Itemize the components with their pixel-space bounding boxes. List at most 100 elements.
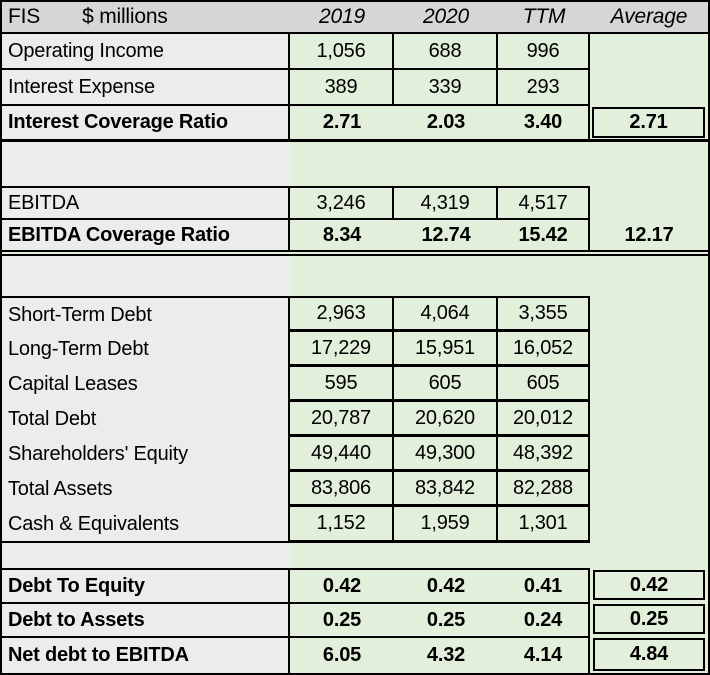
value-2020[interactable]: 2.03 <box>394 106 498 139</box>
row-label[interactable]: EBITDA <box>2 186 290 220</box>
row-label[interactable]: Total Debt <box>2 402 290 437</box>
value-average[interactable] <box>590 472 708 507</box>
value-2020[interactable]: 339 <box>394 70 498 106</box>
value-2020[interactable]: 15,951 <box>394 332 498 367</box>
value-ttm[interactable]: 3.40 <box>498 106 590 139</box>
value-2019[interactable]: 83,806 <box>290 472 394 507</box>
value-2020[interactable]: 4,319 <box>394 186 498 220</box>
value-2019[interactable]: 1,152 <box>290 507 394 543</box>
average-boxed-value: 2.71 <box>592 107 705 138</box>
table-row: EBITDA 3,246 4,319 4,517 <box>2 186 708 220</box>
value-2020[interactable]: 49,300 <box>394 437 498 472</box>
value-ttm[interactable]: 605 <box>498 367 590 402</box>
column-header-ttm[interactable]: TTM <box>522 5 566 28</box>
row-label[interactable]: Short-Term Debt <box>2 296 290 332</box>
table-row: EBITDA Coverage Ratio 8.34 12.74 15.42 12.17 <box>2 220 708 256</box>
row-label[interactable]: Long-Term Debt <box>2 332 290 367</box>
table-row: Total Debt 20,787 20,620 20,012 <box>2 402 708 437</box>
row-label[interactable]: Debt to Assets <box>2 602 290 636</box>
header-row: FIS $ millions 2019 2020 TTM Average <box>2 2 708 34</box>
column-header-average[interactable]: Average <box>610 5 688 28</box>
value-average[interactable] <box>590 296 708 332</box>
value-ttm[interactable]: 293 <box>498 70 590 106</box>
value-ttm[interactable]: 82,288 <box>498 472 590 507</box>
value-average[interactable] <box>590 34 708 70</box>
value-average[interactable] <box>590 70 708 106</box>
table-row: Shareholders' Equity 49,440 49,300 48,392 <box>2 437 708 472</box>
value-2020[interactable]: 0.42 <box>394 568 498 602</box>
table-row: Short-Term Debt 2,963 4,064 3,355 <box>2 296 708 332</box>
value-average[interactable]: 0.25 <box>590 602 708 636</box>
value-average[interactable]: 12.17 <box>590 220 708 250</box>
row-label[interactable]: Operating Income <box>2 34 290 70</box>
value-ttm[interactable]: 4.14 <box>498 636 590 673</box>
column-header-2020[interactable]: 2020 <box>423 5 469 28</box>
value-average[interactable]: 2.71 <box>590 106 708 139</box>
unit-label: $ millions <box>82 5 168 28</box>
value-2019[interactable]: 3,246 <box>290 186 394 220</box>
table-row: Long-Term Debt 17,229 15,951 16,052 <box>2 332 708 367</box>
value-ttm[interactable]: 996 <box>498 34 590 70</box>
value-ttm[interactable]: 0.41 <box>498 568 590 602</box>
sheet-title-cell[interactable]: FIS $ millions <box>2 2 290 32</box>
spacer-cell-data <box>290 256 708 296</box>
value-2020[interactable]: 1,959 <box>394 507 498 543</box>
value-2020[interactable]: 0.25 <box>394 602 498 636</box>
value-2019[interactable]: 8.34 <box>290 220 394 250</box>
row-label[interactable]: Cash & Equivalents <box>2 507 290 543</box>
row-label[interactable]: Total Assets <box>2 472 290 507</box>
spacer-row <box>2 543 708 568</box>
value-2020[interactable]: 4.32 <box>394 636 498 673</box>
spacer-cell-label <box>2 543 290 568</box>
value-2020[interactable]: 20,620 <box>394 402 498 437</box>
table-row: Debt to Assets 0.25 0.25 0.24 0.25 <box>2 602 708 636</box>
value-ttm[interactable]: 20,012 <box>498 402 590 437</box>
row-label[interactable]: EBITDA Coverage Ratio <box>2 220 290 250</box>
value-average[interactable]: 4.84 <box>590 636 708 673</box>
value-2019[interactable]: 389 <box>290 70 394 106</box>
value-ttm[interactable]: 16,052 <box>498 332 590 367</box>
value-2019[interactable]: 17,229 <box>290 332 394 367</box>
value-average[interactable] <box>590 367 708 402</box>
value-2019[interactable]: 595 <box>290 367 394 402</box>
row-label[interactable]: Capital Leases <box>2 367 290 402</box>
value-2019[interactable]: 0.25 <box>290 602 394 636</box>
value-2019[interactable]: 6.05 <box>290 636 394 673</box>
average-boxed-value: 4.84 <box>593 638 705 671</box>
value-2019[interactable]: 1,056 <box>290 34 394 70</box>
value-average[interactable] <box>590 332 708 367</box>
value-ttm[interactable]: 1,301 <box>498 507 590 543</box>
value-2019[interactable]: 20,787 <box>290 402 394 437</box>
value-ttm[interactable]: 4,517 <box>498 186 590 220</box>
spacer-cell-label <box>2 142 290 186</box>
table-row: Interest Coverage Ratio 2.71 2.03 3.40 2.71 <box>2 106 708 142</box>
column-header-2019[interactable]: 2019 <box>319 5 365 28</box>
spacer-row <box>2 256 708 296</box>
value-ttm[interactable]: 48,392 <box>498 437 590 472</box>
value-2020[interactable]: 605 <box>394 367 498 402</box>
value-2019[interactable]: 2.71 <box>290 106 394 139</box>
row-label[interactable]: Interest Coverage Ratio <box>2 106 290 139</box>
value-2019[interactable]: 49,440 <box>290 437 394 472</box>
value-average[interactable] <box>590 507 708 543</box>
value-average[interactable] <box>590 437 708 472</box>
row-label[interactable]: Net debt to EBITDA <box>2 636 290 673</box>
value-2020[interactable]: 12.74 <box>394 220 498 250</box>
value-average[interactable] <box>590 186 708 220</box>
value-ttm[interactable]: 0.24 <box>498 602 590 636</box>
row-label[interactable]: Interest Expense <box>2 70 290 106</box>
value-2019[interactable]: 2,963 <box>290 296 394 332</box>
value-average[interactable]: 0.42 <box>590 568 708 602</box>
value-2020[interactable]: 688 <box>394 34 498 70</box>
row-label[interactable]: Shareholders' Equity <box>2 437 290 472</box>
spacer-cell-data <box>290 543 708 568</box>
value-2019[interactable]: 0.42 <box>290 568 394 602</box>
value-ttm[interactable]: 15.42 <box>498 220 590 250</box>
value-2020[interactable]: 83,842 <box>394 472 498 507</box>
row-label[interactable]: Debt To Equity <box>2 568 290 602</box>
value-average[interactable] <box>590 402 708 437</box>
value-2020[interactable]: 4,064 <box>394 296 498 332</box>
table-row: Interest Expense 389 339 293 <box>2 70 708 106</box>
value-ttm[interactable]: 3,355 <box>498 296 590 332</box>
